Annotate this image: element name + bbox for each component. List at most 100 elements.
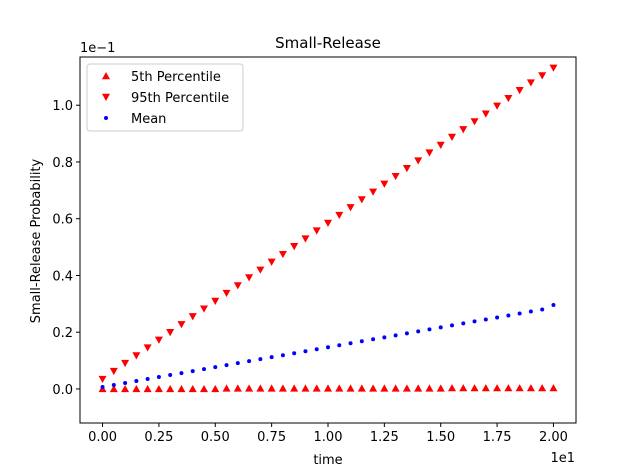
data-point — [450, 323, 454, 328]
x-tick-label: 0.25 — [144, 430, 173, 445]
chart-title: Small-Release — [275, 34, 381, 52]
data-point — [188, 384, 197, 393]
y-tick-label: 1.0 — [52, 99, 73, 114]
data-point — [436, 384, 445, 392]
legend-label: 95th Percentile — [131, 91, 229, 106]
data-point — [213, 365, 218, 370]
data-point — [337, 343, 342, 348]
data-point — [495, 315, 500, 320]
data-point — [177, 321, 186, 329]
data-point — [233, 282, 242, 290]
data-point — [436, 141, 445, 149]
data-point — [179, 371, 184, 376]
data-point — [493, 102, 502, 110]
data-point — [393, 333, 398, 338]
data-point — [269, 355, 274, 360]
data-point — [121, 384, 130, 393]
data-point — [481, 384, 490, 392]
data-point — [526, 384, 535, 392]
data-point — [211, 297, 220, 305]
data-point — [414, 157, 423, 165]
data-point — [348, 341, 353, 346]
data-point — [233, 384, 242, 392]
data-point — [517, 311, 522, 316]
legend-box — [86, 63, 244, 132]
x-tick-label: 1.25 — [370, 430, 399, 445]
data-point — [301, 384, 310, 392]
data-point — [528, 309, 533, 314]
x-tick-label: 1.75 — [483, 430, 512, 445]
data-point — [551, 302, 556, 307]
data-point — [391, 384, 400, 392]
data-point — [312, 384, 321, 392]
data-point — [303, 349, 308, 354]
data-point — [504, 384, 513, 392]
data-point — [301, 235, 310, 243]
series-2-points — [100, 302, 556, 389]
y-axis-offset-text: 1e−1 — [80, 41, 115, 56]
data-point — [247, 359, 252, 364]
data-point — [312, 227, 321, 235]
data-point — [335, 211, 344, 220]
data-point — [121, 359, 130, 368]
y-axis-label: Small-Release Probability — [29, 158, 44, 323]
data-point — [111, 382, 116, 387]
data-point — [224, 363, 229, 368]
data-point — [481, 110, 490, 118]
data-point — [154, 336, 163, 344]
data-point — [371, 337, 376, 342]
data-point — [414, 384, 423, 392]
data-point — [324, 219, 332, 227]
data-point — [145, 377, 150, 382]
x-axis-label: time — [313, 453, 342, 468]
data-point — [461, 321, 466, 326]
x-axis-offset-text: 1e1 — [550, 451, 575, 466]
legend-marker — [104, 116, 108, 120]
data-point — [267, 258, 276, 266]
data-point — [132, 352, 141, 360]
data-point — [98, 375, 107, 384]
data-point — [459, 384, 468, 392]
data-point — [267, 384, 276, 392]
data-point — [506, 313, 511, 318]
data-point — [245, 274, 254, 282]
data-point — [448, 133, 456, 142]
data-point — [359, 339, 364, 344]
data-point — [357, 196, 366, 204]
data-point — [493, 384, 502, 392]
x-tick-label: 1.50 — [426, 430, 455, 445]
data-point — [470, 118, 479, 126]
legend-marker — [102, 72, 110, 80]
data-point — [280, 353, 285, 358]
x-tick-label: 0.00 — [88, 430, 117, 445]
data-point — [188, 313, 197, 321]
data-point — [132, 384, 141, 393]
data-point — [515, 384, 524, 392]
data-point — [504, 94, 513, 103]
y-tick-label: 0.2 — [52, 326, 73, 341]
data-point — [202, 367, 206, 372]
data-point — [278, 250, 287, 259]
data-point — [292, 351, 297, 356]
series-1-points — [98, 64, 558, 384]
data-point — [222, 384, 231, 392]
legend-label: Mean — [131, 112, 166, 127]
data-point — [154, 384, 163, 393]
data-point — [526, 79, 535, 87]
data-point — [369, 188, 378, 196]
data-point — [168, 373, 173, 378]
data-point — [483, 317, 488, 322]
y-tick-label: 0.6 — [52, 213, 73, 228]
data-point — [100, 384, 105, 389]
data-markers — [98, 64, 558, 393]
data-point — [245, 384, 254, 392]
data-point — [459, 126, 468, 134]
data-point — [380, 180, 389, 188]
data-point — [222, 289, 231, 298]
data-point — [256, 266, 265, 274]
data-point — [346, 384, 355, 392]
x-tick-label: 2.00 — [539, 430, 568, 445]
data-point — [391, 172, 400, 181]
series-0-points — [98, 384, 558, 393]
